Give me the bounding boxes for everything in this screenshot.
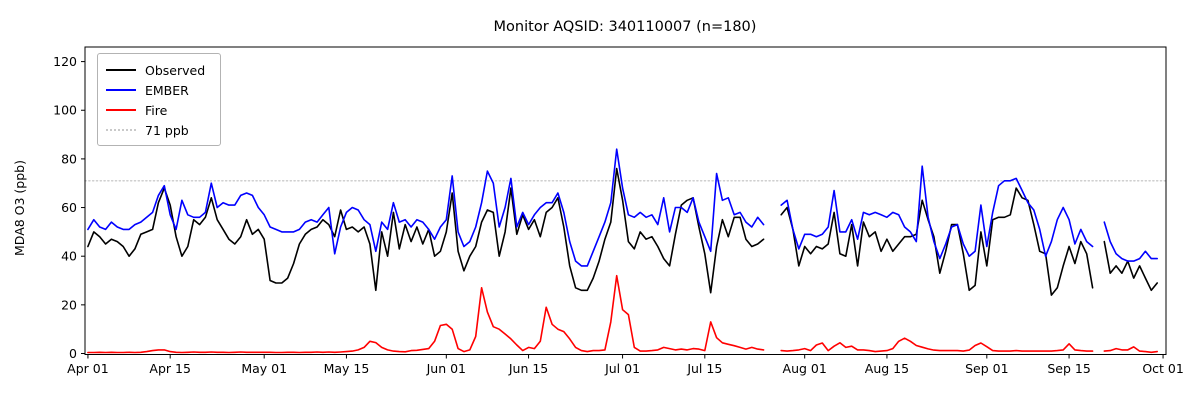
series-line-fire: [87, 274, 1158, 354]
legend-label: Observed: [145, 62, 206, 78]
chart-title: Monitor AQSID: 340110007 (n=180): [494, 19, 757, 35]
chart-legend: Observed EMBER Fire 71 ppb: [97, 53, 221, 146]
series-line-observed: [87, 167, 1158, 296]
plot-border: [84, 46, 1167, 355]
series-line-ember: [87, 148, 1158, 267]
x-tick-label: Aug 01: [783, 361, 827, 376]
fire-line-swatch: [106, 109, 136, 111]
legend-item-ember: EMBER: [106, 80, 212, 100]
x-tick-label: Sep 15: [1047, 361, 1090, 376]
legend-label: EMBER: [145, 82, 189, 98]
legend-label: Fire: [145, 102, 168, 118]
x-tick-label: Apr 15: [149, 361, 191, 376]
y-tick-label: 0: [69, 346, 77, 361]
x-tick-label: Jun 15: [508, 361, 548, 376]
legend-item-threshold: 71 ppb: [106, 120, 212, 140]
y-tick-label: 20: [61, 297, 77, 312]
legend-item-fire: Fire: [106, 100, 212, 120]
y-tick-label: 120: [53, 54, 77, 69]
plot-area: 0 20 40 60 80 100 120 Apr 01 Apr 15 May 01 May 15 J…: [53, 46, 1184, 376]
threshold-line-swatch: [106, 129, 136, 131]
x-tick-label: Aug 15: [865, 361, 909, 376]
ember-line-swatch: [106, 89, 136, 91]
legend-item-observed: Observed: [106, 60, 212, 80]
y-tick-label: 40: [61, 249, 77, 264]
y-tick-label: 60: [61, 200, 77, 215]
x-tick-label: Jul 01: [604, 361, 640, 376]
x-tick-label: May 01: [241, 361, 287, 376]
y-axis-label: MDA8 O3 (ppb): [12, 160, 27, 256]
x-tick-label: May 15: [324, 361, 370, 376]
y-tick-label: 80: [61, 151, 77, 166]
x-tick-label: Jul 15: [686, 361, 722, 376]
legend-label: 71 ppb: [145, 122, 189, 138]
x-tick-label: Oct 01: [1142, 361, 1184, 376]
y-tick-label: 100: [53, 103, 77, 118]
x-tick-label: Sep 01: [965, 361, 1008, 376]
x-tick-label: Apr 01: [67, 361, 109, 376]
x-tick-label: Jun 01: [426, 361, 466, 376]
observed-line-swatch: [106, 69, 136, 71]
